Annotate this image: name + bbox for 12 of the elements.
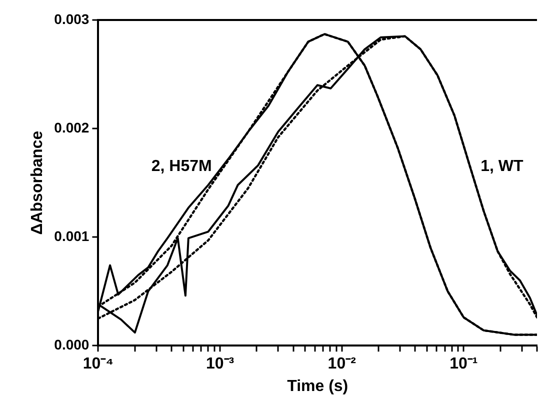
y-axis-title: ΔAbsorbance	[29, 130, 46, 235]
x-tick-label: 10⁻⁴	[82, 356, 114, 373]
y-tick-label: 0.000	[54, 336, 90, 352]
y-tick-label: 0.002	[54, 119, 90, 136]
x-tick-label: 10⁻¹	[450, 356, 478, 373]
y-tick-label: 0.003	[54, 10, 90, 27]
x-tick-label: 10⁻³	[206, 356, 234, 373]
y-tick-label: 0.001	[54, 228, 90, 244]
annotation: 1, WT	[480, 158, 524, 175]
x-tick-label: 10⁻²	[328, 356, 356, 373]
x-axis-title: Time (s)	[287, 378, 348, 395]
annotation: 2, H57M	[151, 158, 212, 175]
